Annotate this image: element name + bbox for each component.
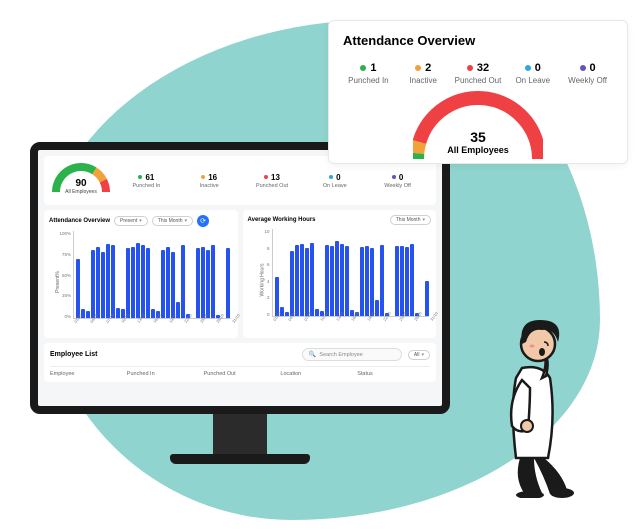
overview-total: 35 <box>343 129 613 145</box>
chart-bar <box>295 245 299 316</box>
chart-bar <box>370 248 374 316</box>
chart-bar <box>300 244 304 316</box>
monitor: 90 All Employees 61 Punched In 16 Inacti… <box>30 142 450 464</box>
monitor-stand <box>213 414 267 454</box>
chart-bar <box>310 243 314 316</box>
table-column-header: Punched Out <box>204 371 277 377</box>
chart1-xaxis: 01/1004/1007/1010/1013/1016/1019/1022/10… <box>73 321 231 333</box>
chart-bar <box>181 245 185 318</box>
chart-bar <box>211 245 215 318</box>
chart2-filter-month[interactable]: This Month <box>390 215 431 225</box>
overview-gauge-center: 35 All Employees <box>343 129 613 155</box>
dashboard-total-label: All Employees <box>52 189 110 195</box>
search-icon: 🔍 <box>309 351 316 358</box>
chart-bar <box>86 311 90 318</box>
chart2-title: Average Working Hours <box>248 217 316 223</box>
chart1-yaxis: 100%75%50%25%0% <box>57 231 71 319</box>
employee-list-title: Employee List <box>50 351 97 358</box>
chart-bar <box>91 250 95 318</box>
chart2-yaxis: 1086420 <box>256 229 270 317</box>
search-input[interactable]: 🔍 Search Employee <box>302 348 402 361</box>
chart-bar <box>161 250 165 318</box>
chart-bar <box>425 281 429 316</box>
chart-bar <box>141 245 145 318</box>
chart-bar <box>315 309 319 316</box>
dashboard-total: 90 <box>52 178 110 189</box>
chart-bar <box>335 241 339 316</box>
chart1-filter-present[interactable]: Present <box>114 216 148 226</box>
chart-bar <box>400 246 404 316</box>
attendance-chart-card: Attendance Overview Present This Month ⟳… <box>44 210 238 338</box>
dashboard-gauge-center: 90 All Employees <box>52 178 110 195</box>
stat-item: 13 Punched Out <box>242 173 303 189</box>
chart1-title: Attendance Overview <box>49 218 110 224</box>
table-column-header: Employee <box>50 371 123 377</box>
stat-item: 0 Weekly Off <box>562 62 613 85</box>
chart-bar <box>405 247 409 316</box>
chart1-body: Present% 100%75%50%25%0% 01/1004/1007/10… <box>49 231 233 333</box>
dashboard-stats-row: 61 Punched In 16 Inactive 13 Punched Out… <box>116 173 428 189</box>
screen: 90 All Employees 61 Punched In 16 Inacti… <box>30 142 450 414</box>
stat-item: 0 On Leave <box>507 62 558 85</box>
monitor-base <box>170 454 310 464</box>
stat-item: 2 Inactive <box>398 62 449 85</box>
chart-bar <box>206 250 210 318</box>
employee-list-card: Employee List 🔍 Search Employee All Empl… <box>44 343 436 382</box>
search-placeholder: Search Employee <box>319 352 362 358</box>
employee-list-columns: Employee Punched In Punched OutLocation Sta… <box>50 366 430 377</box>
stat-item: 16 Inactive <box>179 173 240 189</box>
table-column-header: Status <box>357 371 430 377</box>
chart-bar <box>345 246 349 316</box>
overview-title: Attendance Overview <box>343 33 613 48</box>
chart-bar <box>171 252 175 318</box>
chart-bar <box>126 248 130 318</box>
chart-bar <box>290 251 294 316</box>
stat-item: 32 Punched Out <box>453 62 504 85</box>
employee-list-filter[interactable]: All <box>408 350 430 360</box>
dashboard-gauge: 90 All Employees <box>52 162 110 199</box>
chart-bar <box>196 248 200 318</box>
chart2-plot <box>272 229 430 317</box>
overview-stats-row: 1 Punched In 2 Inactive 32 Punched Out 0… <box>343 62 613 85</box>
chart-bar <box>131 247 135 318</box>
person-illustration <box>472 308 592 498</box>
chart1-action-button[interactable]: ⟳ <box>197 215 209 227</box>
table-column-header: Punched In <box>127 371 200 377</box>
chart-bar <box>116 308 120 318</box>
chart-bar <box>305 248 309 316</box>
working-hours-chart-card: Average Working Hours This Month Working… <box>243 210 437 338</box>
overview-total-label: All Employees <box>343 145 613 155</box>
chart2-xaxis: 01/1004/1007/1010/1013/1016/1019/1022/10… <box>272 319 430 331</box>
stat-item: 0 On Leave <box>304 173 365 189</box>
stat-item: 0 Weekly Off <box>367 173 428 189</box>
chart-bar <box>330 246 334 316</box>
table-column-header: Location <box>280 371 353 377</box>
chart-bar <box>410 244 414 316</box>
chart-bar <box>380 245 384 316</box>
chart-bar <box>96 247 100 318</box>
chart-bar <box>76 259 80 318</box>
chart-bar <box>226 248 230 318</box>
chart-bar <box>166 247 170 318</box>
chart-bar <box>111 245 115 318</box>
chart-bar <box>106 244 110 318</box>
stat-item: 61 Punched In <box>116 173 177 189</box>
chart2-body: Working Hours 1086420 01/1004/1007/1010/… <box>248 229 432 331</box>
chart-bar <box>360 247 364 316</box>
attendance-overview-card: Attendance Overview 1 Punched In 2 Inact… <box>328 20 628 164</box>
chart-bar <box>340 244 344 316</box>
chart-bar <box>101 252 105 318</box>
stat-item: 1 Punched In <box>343 62 394 85</box>
chart-bar <box>201 247 205 318</box>
chart1-plot <box>73 231 231 319</box>
chart-bar <box>136 243 140 318</box>
chart1-filter-month[interactable]: This Month <box>152 216 193 226</box>
charts-row: Attendance Overview Present This Month ⟳… <box>44 210 436 338</box>
chart-bar <box>395 246 399 316</box>
chart-bar <box>146 248 150 318</box>
chart-bar <box>325 245 329 316</box>
chart-bar <box>365 246 369 316</box>
